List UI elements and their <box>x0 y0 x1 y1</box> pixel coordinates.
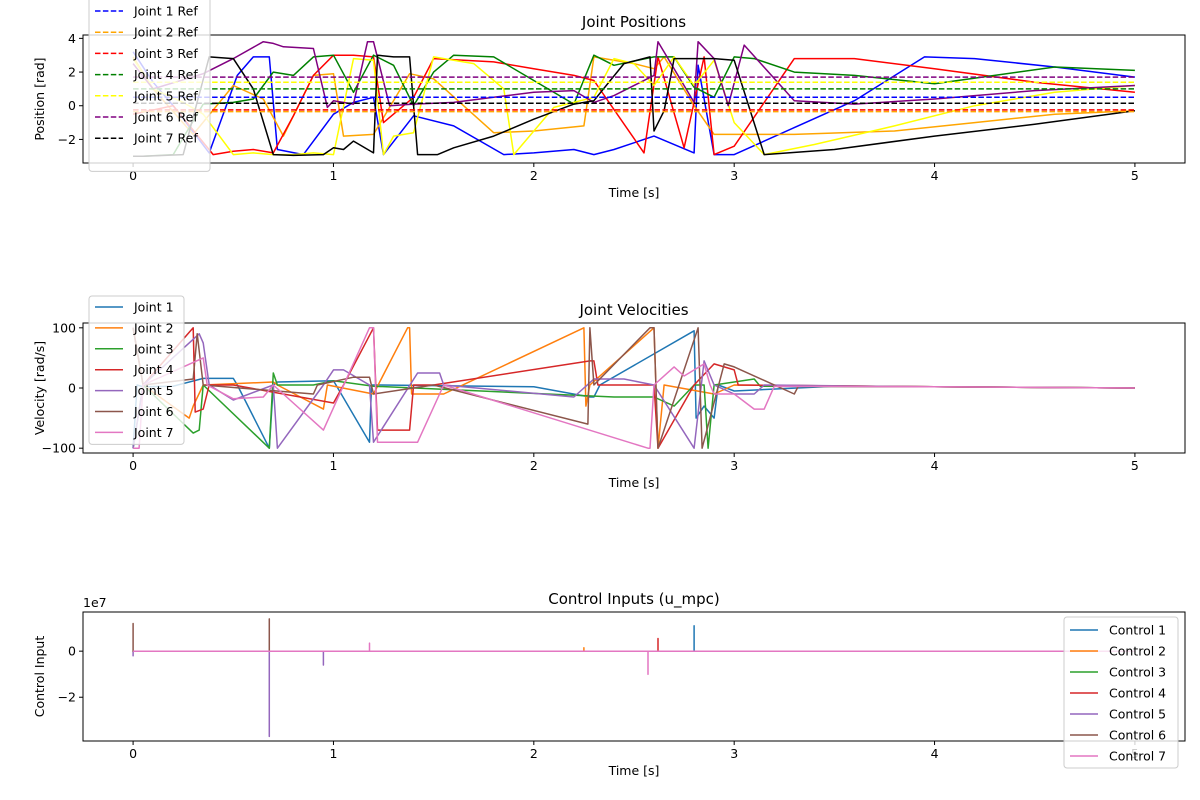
x-tick-label: 4 <box>931 168 939 183</box>
legend-entry-label: Control 2 <box>1109 644 1166 659</box>
chart-title: Joint Velocities <box>578 301 688 319</box>
legend-entry-label: Joint 4 <box>133 362 174 377</box>
series-line-joint-4 <box>132 327 1135 449</box>
y-axis-label: Control Input <box>32 636 47 718</box>
x-tick-label: 3 <box>730 168 738 183</box>
legend-entry-label: Joint 7 Ref <box>133 131 198 146</box>
legend-entry-label: Joint 1 Ref <box>133 4 198 19</box>
x-tick-label: 4 <box>931 746 939 761</box>
legend-entry-label: Joint 6 Ref <box>133 110 198 125</box>
series-line-joint-1 <box>132 51 1135 156</box>
x-tick-label: 2 <box>530 746 538 761</box>
series-line-joint-2 <box>132 56 1135 137</box>
x-tick-label: 0 <box>129 746 137 761</box>
series-line-joint-1 <box>132 330 1135 449</box>
legend-box <box>88 0 211 172</box>
series-line-joint-7 <box>133 54 1136 158</box>
legend-entry-label: Joint 2 Ref <box>133 25 198 40</box>
legend: Joint 1 Joint 2 Joint 3 Joint 4 Joint 5 Joint… <box>88 295 185 445</box>
y-axis-offset-label: 1e7 <box>83 595 107 610</box>
legend-entry-label: Joint 1 <box>133 300 174 315</box>
chart-panel-3 <box>79 611 1186 745</box>
series-line-control-5 <box>132 650 1135 738</box>
x-tick-label: 5 <box>1131 458 1139 473</box>
legend-entry-label: Joint 4 Ref <box>133 67 198 82</box>
y-tick-label: −2 <box>58 132 76 147</box>
legend-entry-label: Control 4 <box>1109 686 1166 701</box>
x-tick-label: 5 <box>1131 168 1139 183</box>
plot-frame <box>82 611 1186 742</box>
legend-entry-label: Joint 5 Ref <box>133 88 198 103</box>
series-group <box>132 618 1135 738</box>
y-tick-label: −2 <box>58 690 76 705</box>
x-tick-label: 0 <box>129 168 137 183</box>
y-axis-label: Velocity [rad/s] <box>32 341 47 435</box>
series-line-joint-2 <box>132 327 1135 449</box>
series-line-joint-4 <box>133 54 1135 158</box>
x-tick-label: 1 <box>329 168 337 183</box>
y-tick-label: 0 <box>68 381 76 396</box>
x-axis-label: Time [s] <box>608 475 660 490</box>
legend: Control 1 Control 2 Control 3 Control 4 Cont… <box>1063 616 1179 769</box>
x-tick-label: 4 <box>931 458 939 473</box>
legend-entry-label: Control 1 <box>1109 623 1166 638</box>
y-tick-label: 0 <box>68 644 76 659</box>
y-tick-label: −100 <box>42 441 76 456</box>
legend-entry-label: Control 7 <box>1109 749 1166 764</box>
series-line-control-6 <box>132 618 1135 652</box>
y-tick-label: 0 <box>68 98 76 113</box>
legend-entry-label: Joint 2 <box>133 320 174 335</box>
x-tick-label: 2 <box>530 458 538 473</box>
chart-title: Control Inputs (u_mpc) <box>548 590 720 609</box>
series-line-control-4 <box>133 637 1135 652</box>
plot-frame <box>82 34 1186 164</box>
series-line-joint-5 <box>132 56 1135 156</box>
x-tick-label: 0 <box>129 458 137 473</box>
x-tick-label: 1 <box>329 458 337 473</box>
y-tick-label: 4 <box>68 31 76 46</box>
series-line-control-1 <box>133 625 1135 652</box>
legend-entry-label: Control 5 <box>1109 707 1166 722</box>
legend: Joint 1 Ref Joint 2 Ref Joint 3 Ref Joint 4… <box>88 0 211 172</box>
chart-panel-2 <box>79 322 1186 457</box>
y-tick-label: 100 <box>52 320 76 335</box>
x-axis-label: Time [s] <box>608 763 660 778</box>
series-group <box>132 327 1135 449</box>
legend-entry-label: Joint 6 <box>133 404 174 419</box>
y-axis-label: Position [rad] <box>32 57 47 140</box>
x-axis-label: Time [s] <box>608 185 660 200</box>
legend-entry-label: Control 3 <box>1109 665 1166 680</box>
series-line-joint-3 <box>132 54 1135 156</box>
x-tick-label: 1 <box>329 746 337 761</box>
chart-panel-1 <box>79 34 1186 167</box>
series-line-joint-3 <box>132 372 1135 449</box>
series-line-joint-7 <box>133 327 1135 449</box>
series-group <box>132 40 1136 158</box>
x-tick-label: 3 <box>730 458 738 473</box>
legend-entry-label: Control 6 <box>1109 728 1166 743</box>
legend-entry-label: Joint 5 <box>133 383 174 398</box>
legend-entry-label: Joint 3 Ref <box>133 46 198 61</box>
series-line-control-7 <box>133 642 1135 675</box>
legend-box <box>1063 616 1179 769</box>
legend-entry-label: Joint 3 <box>133 341 174 356</box>
series-line-joint-6 <box>132 327 1135 449</box>
y-tick-label: 2 <box>68 65 76 80</box>
legend-entry-label: Joint 7 <box>133 425 174 440</box>
x-tick-label: 2 <box>530 168 538 183</box>
chart-title: Joint Positions <box>581 13 686 31</box>
x-tick-label: 3 <box>730 746 738 761</box>
legend-box <box>88 295 185 445</box>
